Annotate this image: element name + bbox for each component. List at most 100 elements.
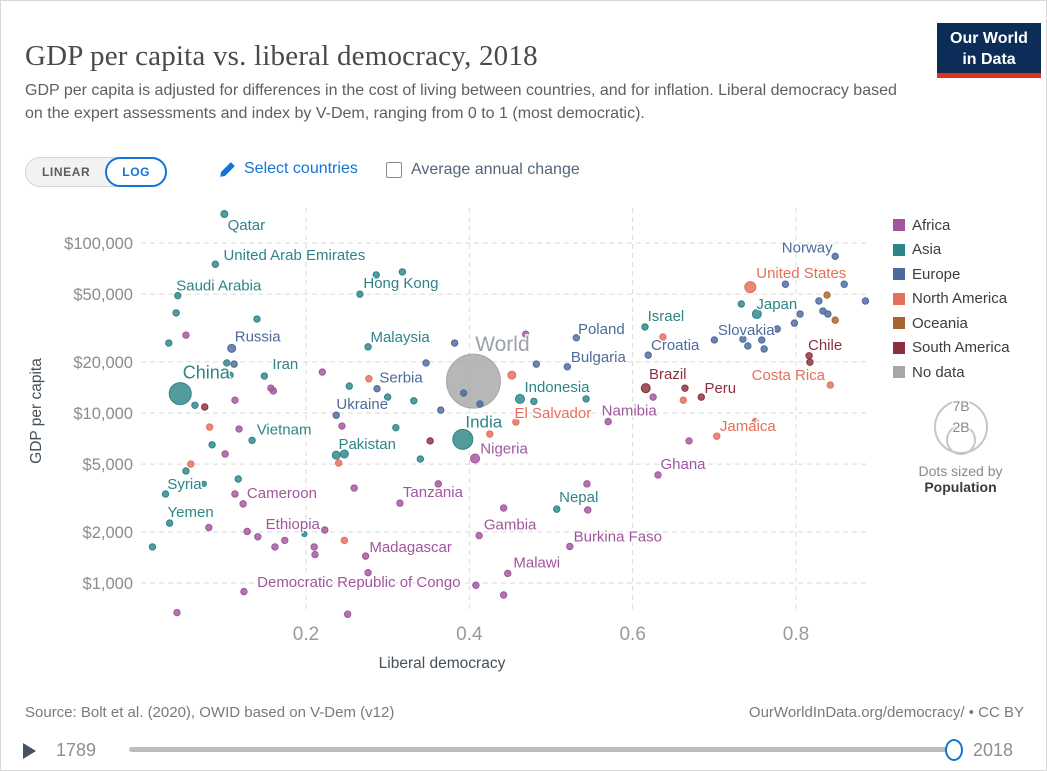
- data-point[interactable]: [240, 587, 248, 596]
- country-label-pakistan[interactable]: Pakistan: [337, 435, 398, 455]
- data-point-qatar[interactable]: [220, 210, 229, 219]
- data-point-world[interactable]: [445, 353, 501, 409]
- data-point[interactable]: [499, 504, 508, 512]
- data-point-slovakia[interactable]: [773, 325, 781, 333]
- country-label-vietnam[interactable]: Vietnam: [255, 420, 313, 440]
- data-point-burkina-faso[interactable]: [566, 542, 574, 551]
- data-point[interactable]: [831, 316, 839, 324]
- data-point-israel[interactable]: [641, 323, 649, 331]
- country-label-croatia[interactable]: Croatia: [650, 336, 702, 356]
- license-link[interactable]: OurWorldInData.org/democracy/ • CC BY: [748, 704, 1024, 721]
- data-point[interactable]: [416, 455, 425, 463]
- avg-annual-change-checkbox[interactable]: [386, 162, 402, 178]
- country-label-tanzania[interactable]: Tanzania: [401, 483, 465, 503]
- data-point[interactable]: [739, 335, 747, 343]
- data-point-saudi-arabia[interactable]: [174, 291, 182, 300]
- data-point[interactable]: [269, 387, 278, 395]
- country-label-costa-rica[interactable]: Costa Rica: [750, 366, 827, 386]
- country-label-brazil[interactable]: Brazil: [647, 365, 688, 385]
- data-point-ghana[interactable]: [654, 471, 662, 479]
- data-point[interactable]: [281, 536, 289, 545]
- data-point[interactable]: [239, 500, 247, 508]
- data-point-iran[interactable]: [260, 372, 269, 380]
- data-point-malawi[interactable]: [504, 569, 512, 578]
- data-point[interactable]: [532, 360, 541, 368]
- data-point[interactable]: [208, 441, 216, 449]
- data-point-brazil[interactable]: [640, 383, 651, 394]
- data-point[interactable]: [744, 342, 752, 350]
- data-point[interactable]: [338, 422, 346, 430]
- data-point[interactable]: [681, 384, 689, 392]
- data-point-china[interactable]: [168, 382, 192, 406]
- data-point-democratic-republic-of-congo[interactable]: [472, 581, 480, 589]
- data-point[interactable]: [679, 396, 688, 404]
- data-point-serbia[interactable]: [373, 384, 381, 393]
- data-point[interactable]: [815, 297, 823, 305]
- data-point[interactable]: [659, 333, 667, 341]
- data-point[interactable]: [582, 395, 590, 403]
- data-point-cameroon[interactable]: [231, 490, 239, 498]
- data-point[interactable]: [311, 550, 319, 559]
- country-label-nigeria[interactable]: Nigeria: [479, 439, 530, 459]
- data-point-madagascar[interactable]: [361, 552, 370, 560]
- country-label-united-states[interactable]: United States: [755, 264, 848, 284]
- data-point[interactable]: [450, 339, 459, 347]
- data-point[interactable]: [182, 467, 190, 475]
- data-point-hong-kong[interactable]: [356, 290, 364, 298]
- data-point[interactable]: [737, 300, 746, 308]
- data-point[interactable]: [410, 397, 418, 405]
- country-label-syria[interactable]: Syria: [166, 474, 204, 494]
- legend-item-oceania[interactable]: Oceania: [893, 311, 1010, 336]
- data-point[interactable]: [823, 291, 831, 299]
- data-point[interactable]: [318, 368, 327, 376]
- data-point[interactable]: [253, 315, 261, 323]
- data-point[interactable]: [583, 480, 591, 488]
- data-point-russia[interactable]: [227, 343, 237, 353]
- data-point[interactable]: [221, 450, 229, 458]
- data-point[interactable]: [521, 330, 530, 338]
- data-point-bulgaria[interactable]: [563, 363, 572, 371]
- country-label-cameroon[interactable]: Cameroon: [245, 483, 318, 503]
- country-label-ghana[interactable]: Ghana: [659, 454, 708, 474]
- country-label-israel[interactable]: Israel: [646, 306, 686, 326]
- country-label-peru[interactable]: Peru: [703, 379, 738, 399]
- data-point[interactable]: [182, 331, 190, 339]
- data-point-yemen[interactable]: [165, 519, 174, 527]
- select-countries-button[interactable]: Select countries: [219, 160, 358, 178]
- data-point[interactable]: [205, 523, 213, 532]
- data-point-norway[interactable]: [831, 252, 839, 261]
- data-point[interactable]: [301, 530, 308, 538]
- data-point-peru[interactable]: [697, 393, 705, 401]
- country-label-malaysia[interactable]: Malaysia: [369, 327, 432, 347]
- country-label-hong-kong[interactable]: Hong Kong: [362, 274, 440, 294]
- data-point[interactable]: [243, 527, 251, 536]
- data-point[interactable]: [434, 480, 443, 488]
- country-label-saudi-arabia[interactable]: Saudi Arabia: [175, 276, 264, 296]
- data-point-poland[interactable]: [572, 334, 581, 342]
- legend-item-asia[interactable]: Asia: [893, 238, 1010, 263]
- timeline-end-year[interactable]: 2018: [973, 740, 1014, 760]
- data-point[interactable]: [364, 568, 372, 577]
- timeline-handle[interactable]: [945, 738, 963, 761]
- country-label-serbia[interactable]: Serbia: [378, 368, 425, 388]
- data-point[interactable]: [365, 375, 373, 383]
- data-point[interactable]: [148, 543, 157, 551]
- country-label-nepal[interactable]: Nepal: [558, 488, 600, 508]
- data-point[interactable]: [200, 480, 208, 487]
- country-label-iran[interactable]: Iran: [271, 355, 300, 375]
- data-point[interactable]: [340, 536, 349, 545]
- data-point[interactable]: [781, 280, 790, 288]
- data-point[interactable]: [235, 425, 243, 433]
- country-label-united-arab-emirates[interactable]: United Arab Emirates: [222, 246, 367, 266]
- country-label-world[interactable]: World: [474, 332, 531, 358]
- country-label-poland[interactable]: Poland: [576, 319, 626, 339]
- data-point[interactable]: [173, 608, 181, 617]
- data-point-united-arab-emirates[interactable]: [211, 260, 220, 268]
- data-point[interactable]: [350, 484, 358, 492]
- data-point-japan[interactable]: [751, 309, 762, 320]
- timeline-start-year[interactable]: 1789: [56, 740, 97, 760]
- data-point-ethiopia[interactable]: [321, 526, 329, 534]
- data-point[interactable]: [751, 417, 759, 426]
- data-point[interactable]: [760, 345, 768, 353]
- data-point[interactable]: [334, 459, 343, 467]
